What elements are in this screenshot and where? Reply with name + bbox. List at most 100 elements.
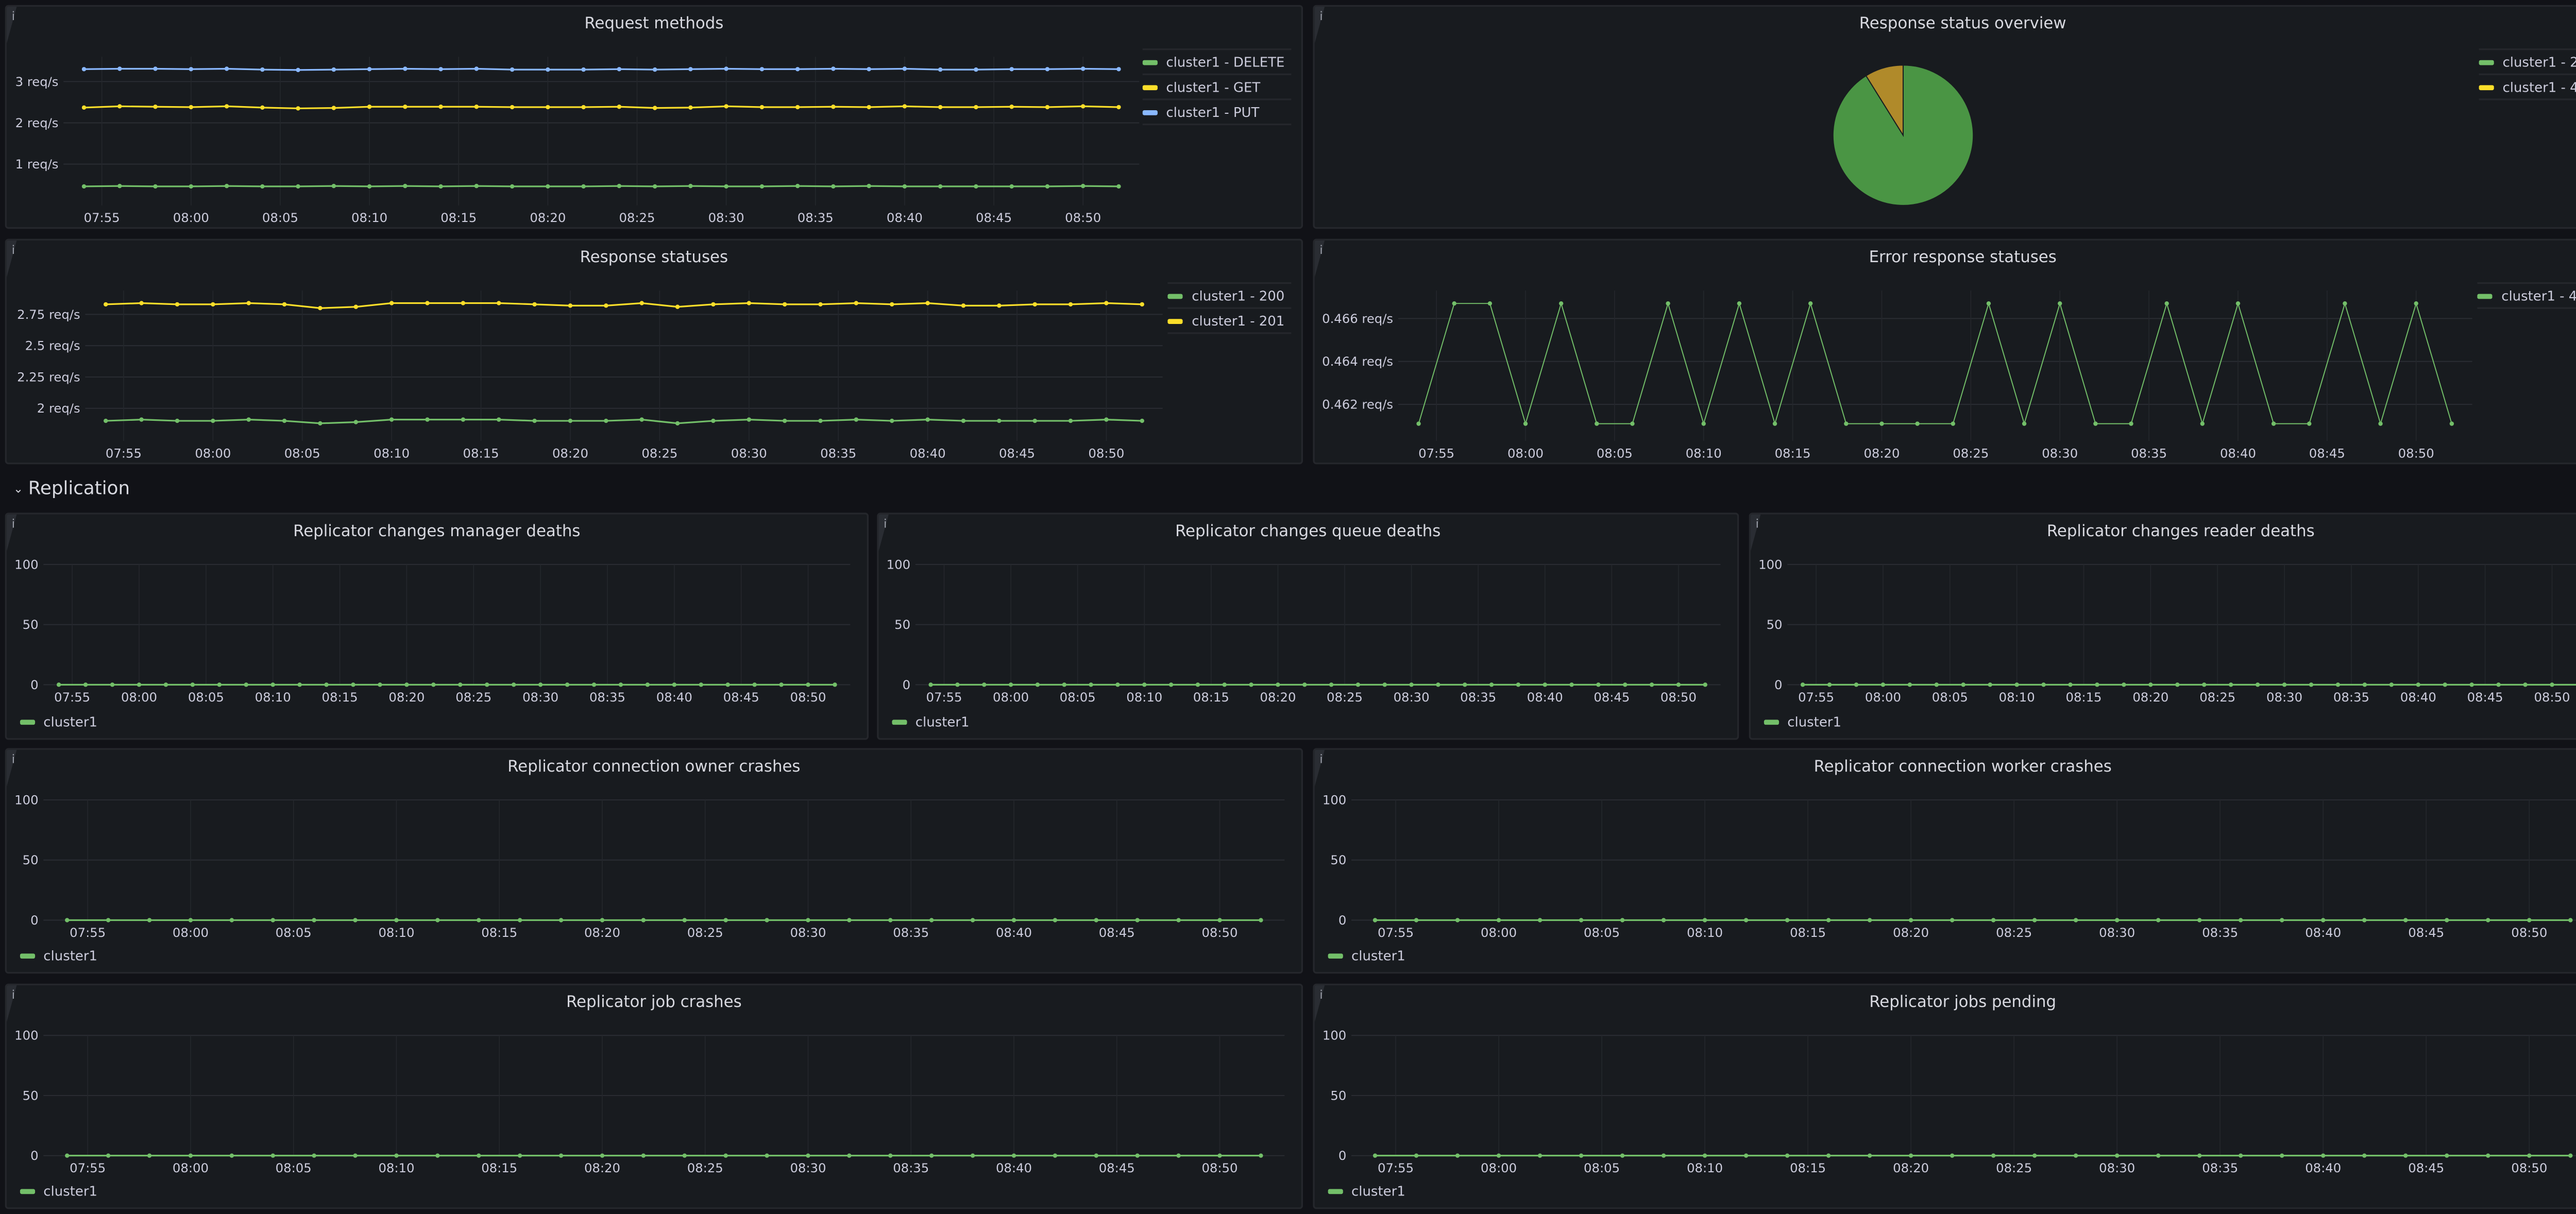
data-point[interactable]: [2114, 918, 2120, 922]
data-point[interactable]: [890, 302, 894, 307]
data-point[interactable]: [604, 418, 608, 423]
data-point[interactable]: [2280, 1153, 2284, 1158]
data-point[interactable]: [1988, 682, 1992, 687]
data-point[interactable]: [2282, 682, 2287, 687]
panel-request-methods[interactable]: i Request methods 1 req/s 2 req/s 3 req/s 07:…: [5, 5, 1303, 229]
data-point[interactable]: [353, 918, 358, 922]
data-point[interactable]: [175, 302, 180, 307]
data-point[interactable]: [438, 67, 443, 72]
data-point[interactable]: [117, 104, 122, 109]
data-point[interactable]: [600, 918, 605, 922]
data-point[interactable]: [106, 918, 111, 922]
data-point[interactable]: [1844, 421, 1849, 426]
data-point[interactable]: [517, 918, 522, 922]
data-point[interactable]: [652, 67, 657, 72]
data-point[interactable]: [1135, 918, 1140, 922]
data-point[interactable]: [641, 918, 646, 922]
data-point[interactable]: [1595, 421, 1599, 426]
data-point[interactable]: [2414, 301, 2418, 306]
data-point[interactable]: [1703, 682, 1707, 687]
data-point[interactable]: [997, 303, 1002, 308]
data-point[interactable]: [378, 682, 382, 687]
data-point[interactable]: [532, 418, 537, 423]
data-point[interactable]: [318, 421, 323, 426]
data-point[interactable]: [1676, 682, 1681, 687]
data-point[interactable]: [1630, 421, 1635, 426]
data-point[interactable]: [2378, 421, 2383, 426]
data-point[interactable]: [890, 418, 894, 423]
data-point[interactable]: [1489, 682, 1494, 687]
data-point[interactable]: [1116, 105, 1121, 110]
data-point[interactable]: [1991, 918, 1996, 922]
panel-response-statuses[interactable]: i Response statuses 2 req/s 2.25 req/s 2.5 r…: [5, 238, 1303, 465]
data-point[interactable]: [2403, 918, 2408, 922]
data-point[interactable]: [1045, 105, 1050, 110]
data-point[interactable]: [435, 918, 440, 922]
data-point[interactable]: [652, 184, 657, 189]
data-point[interactable]: [1867, 918, 1872, 922]
data-point[interactable]: [1372, 1153, 1378, 1158]
data-point[interactable]: [724, 104, 728, 109]
data-point[interactable]: [1115, 682, 1120, 687]
data-point[interactable]: [688, 67, 693, 72]
data-point[interactable]: [867, 67, 871, 72]
data-point[interactable]: [2032, 1153, 2037, 1158]
data-point[interactable]: [1035, 682, 1040, 687]
data-point[interactable]: [117, 183, 122, 189]
data-point[interactable]: [2239, 918, 2243, 922]
data-point[interactable]: [970, 1153, 975, 1158]
data-point[interactable]: [260, 67, 265, 72]
data-point[interactable]: [639, 301, 644, 305]
data-point[interactable]: [353, 1153, 358, 1158]
data-point[interactable]: [723, 918, 728, 922]
data-point[interactable]: [925, 417, 930, 422]
data-point[interactable]: [888, 918, 893, 922]
data-point[interactable]: [1620, 918, 1625, 922]
data-point[interactable]: [431, 682, 436, 687]
data-point[interactable]: [83, 682, 88, 687]
data-point[interactable]: [1951, 421, 1955, 426]
data-point[interactable]: [1414, 918, 1419, 922]
data-point[interactable]: [1053, 1153, 1058, 1158]
data-point[interactable]: [818, 302, 823, 307]
data-point[interactable]: [747, 417, 751, 422]
data-point[interactable]: [188, 1153, 193, 1158]
data-point[interactable]: [806, 1153, 810, 1158]
data-point[interactable]: [779, 682, 784, 687]
data-point[interactable]: [217, 682, 222, 687]
data-point[interactable]: [2389, 682, 2394, 687]
data-point[interactable]: [765, 1153, 769, 1158]
data-point[interactable]: [1908, 1153, 1913, 1158]
data-point[interactable]: [747, 301, 751, 305]
data-point[interactable]: [389, 417, 394, 422]
data-point[interactable]: [497, 301, 501, 305]
data-point[interactable]: [1537, 918, 1543, 922]
data-point[interactable]: [163, 682, 168, 687]
data-point[interactable]: [104, 418, 108, 423]
data-point[interactable]: [1785, 1153, 1790, 1158]
data-point[interactable]: [1140, 418, 1144, 423]
data-point[interactable]: [1011, 918, 1016, 922]
data-point[interactable]: [2362, 682, 2367, 687]
data-point[interactable]: [244, 682, 248, 687]
data-point[interactable]: [2343, 301, 2347, 306]
data-point[interactable]: [1053, 918, 1058, 922]
data-point[interactable]: [1537, 1153, 1543, 1158]
data-point[interactable]: [2255, 682, 2260, 687]
info-icon[interactable]: i: [11, 244, 15, 258]
data-point[interactable]: [1094, 1153, 1098, 1158]
data-point[interactable]: [104, 302, 108, 307]
legend-item[interactable]: cluster1: [20, 715, 97, 730]
data-point[interactable]: [2129, 421, 2133, 426]
data-point[interactable]: [2550, 682, 2554, 687]
data-point[interactable]: [403, 66, 408, 71]
data-point[interactable]: [1516, 682, 1521, 687]
data-point[interactable]: [1168, 682, 1174, 687]
info-icon[interactable]: i: [1755, 518, 1759, 532]
data-point[interactable]: [1009, 105, 1014, 109]
data-point[interactable]: [189, 184, 194, 189]
data-point[interactable]: [153, 66, 158, 71]
info-icon[interactable]: i: [11, 753, 15, 767]
data-point[interactable]: [2022, 421, 2027, 426]
data-point[interactable]: [1104, 417, 1109, 422]
